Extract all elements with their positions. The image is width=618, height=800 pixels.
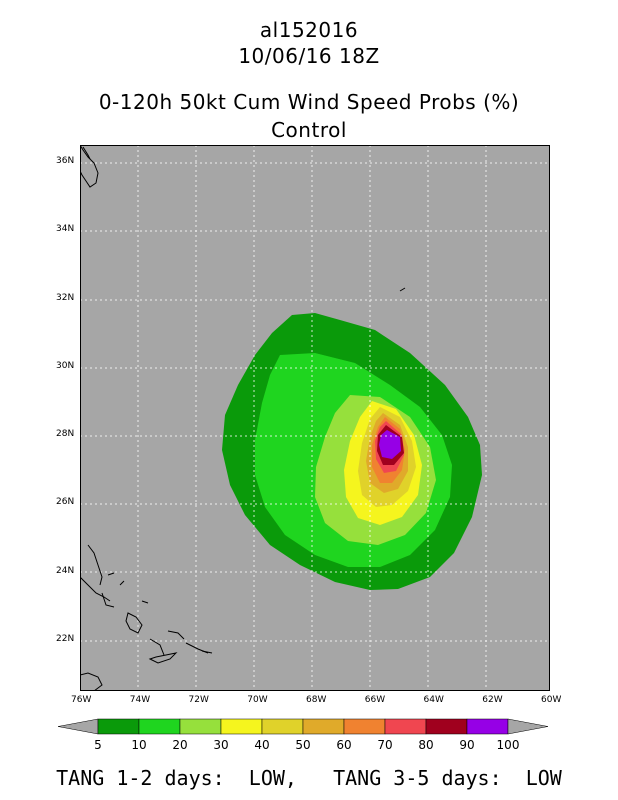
colorbar-segment <box>97 718 140 735</box>
colorbar-level-label: 5 <box>94 738 102 752</box>
colorbar-level-label: 80 <box>418 738 434 752</box>
lat-tick-label: 34N <box>56 224 75 235</box>
colorbar <box>58 718 549 735</box>
colorbar-level-label: 90 <box>459 738 475 752</box>
lat-tick-label: 26N <box>56 497 75 508</box>
grid-lines <box>80 145 550 691</box>
datetime-title: 10/06/16 18Z <box>238 44 380 68</box>
product-title: 0-120h 50kt Cum Wind Speed Probs (%) <box>98 90 520 114</box>
colorbar-level-label: 100 <box>496 738 520 752</box>
probability-map <box>80 145 550 691</box>
contour-100 <box>379 430 401 459</box>
lon-tick-label: 68W <box>306 695 327 705</box>
colorbar-level-label: 20 <box>172 738 188 752</box>
lat-tick-label: 36N <box>56 156 75 167</box>
storm-id-title: al152016 <box>259 18 359 42</box>
colorbar-segment <box>384 718 427 735</box>
colorbar-segment <box>179 718 222 735</box>
colorbar-level-label: 60 <box>336 738 352 752</box>
colorbar-segment <box>138 718 181 735</box>
colorbar-segment <box>466 718 509 735</box>
colorbar-segment <box>302 718 345 735</box>
lon-tick-label: 64W <box>423 695 444 705</box>
lon-tick-label: 72W <box>188 695 209 705</box>
lon-tick-label: 76W <box>71 695 92 705</box>
coastlines <box>80 145 406 691</box>
lon-tick-label: 70W <box>247 695 268 705</box>
colorbar-level-label: 50 <box>295 738 311 752</box>
lon-tick-label: 74W <box>129 695 151 705</box>
run-title: Control <box>271 118 347 142</box>
lat-tick-label: 32N <box>56 292 75 303</box>
colorbar-level-label: 30 <box>213 738 229 752</box>
lat-tick-label: 28N <box>56 429 75 440</box>
colorbar-level-label: 70 <box>377 738 393 752</box>
colorbar-level-label: 10 <box>131 738 147 752</box>
lat-tick-label: 30N <box>56 360 75 371</box>
colorbar-segment <box>220 718 263 735</box>
lon-tick-label: 62W <box>482 695 503 705</box>
colorbar-segment <box>261 718 304 735</box>
lon-tick-label: 60W <box>541 695 562 705</box>
colorbar-segment <box>425 718 468 735</box>
colorbar-left-arrow <box>58 718 99 735</box>
lat-tick-label: 24N <box>56 565 75 576</box>
tang-footer: TANG 1-2 days: LOW, TANG 3-5 days: LOW <box>56 766 562 790</box>
lon-tick-label: 66W <box>364 695 386 705</box>
colorbar-segment <box>343 718 386 735</box>
colorbar-right-arrow <box>507 718 549 735</box>
lat-tick-label: 22N <box>56 633 75 644</box>
colorbar-level-label: 40 <box>254 738 270 752</box>
